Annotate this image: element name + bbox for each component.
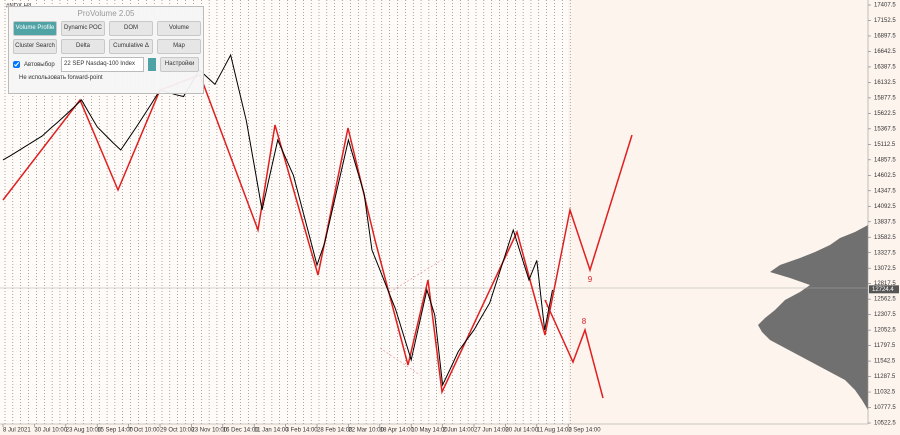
y-tick-label: 12052.5 — [874, 328, 896, 334]
x-tick-label: 10 May 14:00 — [411, 428, 448, 434]
x-tick-label: 20 Jul 14:00 — [505, 428, 538, 434]
instrument-select[interactable]: 22 SEP Nasdaq-100 Index — [61, 57, 144, 72]
y-tick-label: 12307.5 — [874, 312, 896, 318]
tool-button[interactable]: Cluster Search — [13, 39, 57, 54]
y-tick-label: 14857.5 — [874, 157, 896, 163]
y-tick-label: 17152.5 — [874, 18, 896, 24]
x-tick-label: 3 Feb 14:00 — [286, 428, 319, 434]
x-tick-label: 2 Jun 14:00 — [443, 428, 475, 434]
provolume-panel: ProVolume 2.05 Volume Profile Dynamic POC… — [8, 6, 204, 94]
autoselect-checkbox[interactable] — [13, 61, 20, 68]
y-tick-label: 14347.5 — [874, 188, 896, 194]
y-tick-label: 11287.5 — [874, 374, 896, 380]
x-tick-label: 30 Jul 10:00 — [34, 428, 67, 434]
instrument-row: Автовыбор 22 SEP Nasdaq-100 Index Настро… — [13, 57, 199, 72]
x-tick-label: 28 Feb 14:00 — [317, 428, 353, 434]
dropdown-arrow[interactable] — [148, 58, 157, 71]
autoselect-label: Автовыбор — [24, 61, 55, 68]
y-tick-label: 16387.5 — [874, 65, 896, 71]
channel-line — [389, 257, 446, 293]
y-tick-label: 10522.5 — [874, 421, 896, 427]
x-tick-label: 22 Mar 10:00 — [348, 428, 384, 434]
y-tick-label: 15877.5 — [874, 95, 896, 101]
tool-button[interactable]: Map — [157, 39, 201, 54]
channel-line — [379, 347, 421, 376]
y-tick-label: 13837.5 — [874, 219, 896, 225]
last-price-box — [869, 285, 899, 294]
x-tick-label: 7 Oct 10:00 — [129, 428, 161, 434]
y-tick-label: 12562.5 — [874, 297, 896, 303]
y-tick-label: 13327.5 — [874, 250, 896, 256]
wave-projection — [544, 299, 604, 399]
x-tick-label: 23 Aug 10:00 — [66, 428, 102, 434]
y-tick-label: 16897.5 — [874, 34, 896, 40]
y-tick-label: 16642.5 — [874, 49, 896, 55]
y-tick-label: 10777.5 — [874, 405, 896, 411]
x-tick-label: 29 Oct 10:00 — [160, 428, 195, 434]
wave-label: 9 — [588, 275, 593, 284]
y-tick-label: 13072.5 — [874, 266, 896, 272]
x-tick-label: 15 Sep 14:00 — [97, 428, 133, 434]
tool-button[interactable]: Delta — [61, 39, 105, 54]
tool-button[interactable]: Cumulative Δ — [109, 39, 153, 54]
x-tick-label: 16 Dec 14:00 — [223, 428, 259, 434]
tool-button[interactable]: Dynamic POC — [61, 21, 105, 36]
tool-button[interactable]: Volume — [157, 21, 201, 36]
y-tick-label: 17407.5 — [874, 3, 896, 9]
y-tick-label: 15367.5 — [874, 126, 896, 132]
volume-profile — [758, 225, 868, 410]
tool-button[interactable]: Volume Profile — [13, 21, 57, 36]
tool-button[interactable]: DOM — [109, 21, 153, 36]
settings-button[interactable]: Настройки — [160, 57, 199, 72]
x-tick-label: 23 Nov 10:00 — [191, 428, 227, 434]
button-grid: Volume Profile Dynamic POC DOM Volume Cluste… — [13, 21, 201, 54]
y-tick-label: 11797.5 — [874, 343, 896, 349]
y-tick-label: 12817.5 — [874, 281, 896, 287]
forward-point: Не использовать forward-point — [19, 75, 103, 81]
last-price-label: 12724.4 — [872, 287, 894, 293]
x-tick-label: 8 Jul 2021 — [3, 428, 31, 434]
price-line — [2, 53, 553, 387]
y-tick-label: 15622.5 — [874, 111, 896, 117]
y-tick-label: 15112.5 — [874, 142, 896, 148]
x-tick-label: 27 Jun 14:00 — [474, 428, 509, 434]
wave-label: 8 — [582, 317, 587, 326]
x-tick-label: 2 Sep 14:00 — [568, 428, 601, 434]
y-tick-label: 11032.5 — [874, 390, 896, 396]
x-tick-label: 11 Jan 14:00 — [254, 428, 289, 434]
y-tick-label: 11542.5 — [874, 359, 896, 365]
y-tick-label: 14602.5 — [874, 173, 896, 179]
x-tick-label: 11 Aug 14:00 — [537, 428, 573, 434]
y-tick-label: 16132.5 — [874, 80, 896, 86]
y-tick-label: 13582.5 — [874, 235, 896, 241]
x-tick-label: 18 Apr 14:00 — [380, 428, 415, 434]
y-tick-label: 14092.5 — [874, 204, 896, 210]
panel-title: ProVolume 2.05 — [77, 9, 135, 18]
